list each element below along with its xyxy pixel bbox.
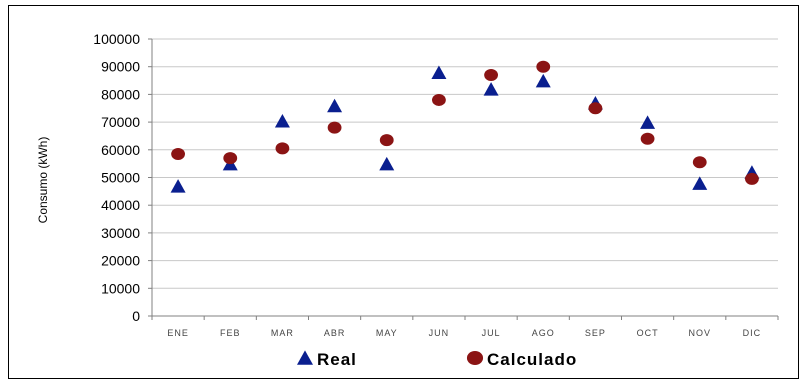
legend: Real Calculado [297, 350, 577, 369]
x-tick-label: DIC [743, 328, 762, 338]
point-calculado [640, 132, 655, 145]
y-tick-label: 90000 [101, 59, 140, 75]
y-tick-label: 0 [132, 308, 140, 324]
x-tick-label: ENE [167, 328, 189, 338]
x-tick-label: AGO [532, 328, 555, 338]
y-tick-label: 80000 [101, 86, 140, 102]
point-real [640, 115, 656, 129]
point-real [535, 73, 551, 88]
point-calculado [379, 134, 394, 147]
point-real [327, 98, 343, 113]
y-tick-label: 30000 [101, 225, 140, 241]
y-tick-labels: 0 10000 20000 30000 40000 50000 60000 70000 8000… [93, 31, 140, 324]
point-calculado [223, 152, 238, 165]
x-tick-label: ABR [324, 328, 346, 338]
x-tick-label: JUN [429, 328, 450, 338]
point-real [483, 82, 499, 96]
point-calculado [327, 121, 342, 134]
y-tick-label: 40000 [101, 197, 140, 213]
y-tick-label: 50000 [101, 170, 140, 186]
gridlines [152, 38, 778, 289]
axes [148, 38, 779, 320]
legend-label: Real [317, 350, 357, 369]
x-tick-label: NOV [688, 328, 711, 338]
legend-label: Calculado [487, 350, 577, 369]
point-real [431, 65, 447, 80]
x-tick-label: JUL [482, 328, 501, 338]
y-tick-label: 60000 [101, 142, 140, 158]
point-calculado [275, 142, 290, 155]
point-real [379, 156, 395, 171]
point-real [692, 176, 708, 190]
x-tick-label: FEB [220, 328, 241, 338]
data-points [170, 60, 760, 193]
x-tick-label: MAR [271, 328, 294, 338]
point-calculado [692, 156, 707, 169]
x-tick-labels: ENE FEB MAR ABR MAY JUN JUL AGO SEP OCT NOV DIC [167, 328, 762, 338]
y-axis-label: Consumo (kWh) [36, 137, 50, 224]
point-real [274, 114, 290, 128]
y-tick-label: 10000 [101, 280, 140, 296]
point-calculado [745, 172, 759, 185]
point-calculado [484, 69, 498, 82]
point-calculado [588, 102, 603, 115]
point-real [170, 179, 186, 193]
point-calculado [171, 147, 185, 160]
x-tick-label: OCT [637, 328, 659, 338]
point-calculado [432, 93, 446, 106]
point-calculado [536, 60, 551, 73]
y-tick-label: 70000 [101, 114, 140, 130]
x-tick-label: MAY [376, 328, 398, 338]
x-tick-label: SEP [585, 328, 606, 338]
chart-frame [8, 5, 799, 379]
y-tick-label: 20000 [101, 253, 140, 269]
legend-marker-real [297, 350, 313, 365]
legend-marker-calculado [466, 351, 484, 365]
y-tick-label: 100000 [93, 31, 140, 47]
